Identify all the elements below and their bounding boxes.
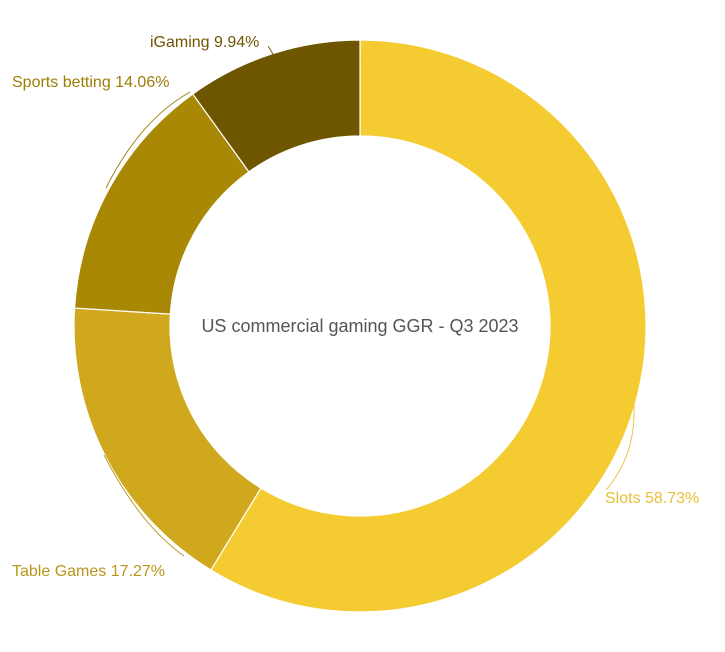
leader-lines-layer — [103, 45, 635, 557]
slice-slots[interactable] — [210, 39, 647, 613]
leader-line-slots — [605, 404, 635, 491]
slice-igaming[interactable] — [191, 39, 361, 173]
leader-line-igaming — [267, 45, 276, 59]
chart-center-title: US commercial gaming GGR - Q3 2023 — [201, 316, 518, 336]
leader-line-sports-betting — [105, 91, 191, 189]
slice-label-slots: Slots 58.73% — [605, 490, 699, 507]
slice-table-games[interactable] — [73, 307, 262, 571]
slice-labels-layer: Slots 58.73% Table Games 17.27% Sports bet… — [12, 34, 699, 580]
slices-layer — [73, 39, 647, 613]
slice-label-sports-betting: Sports betting 14.06% — [12, 74, 169, 91]
leader-line-table-games — [103, 454, 185, 557]
slice-label-igaming: iGaming 9.94% — [150, 34, 259, 51]
slice-label-table-games: Table Games 17.27% — [12, 563, 165, 580]
